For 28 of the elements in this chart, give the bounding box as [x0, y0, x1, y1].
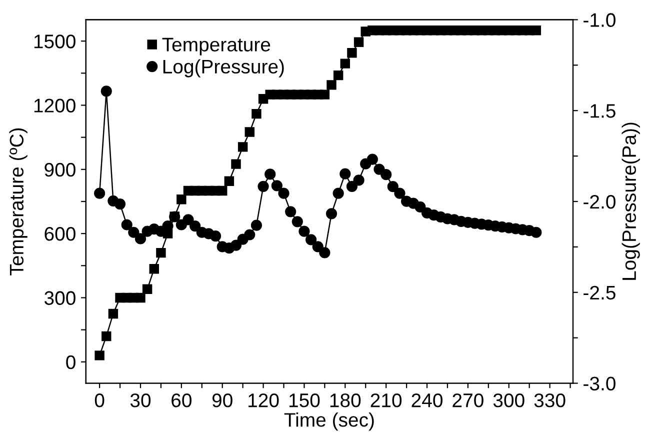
y2-tick-label: -1.5 [584, 104, 616, 118]
y-axis-title: Temperature (ºC) [9, 128, 28, 276]
x-tick-label: 270 [452, 393, 484, 408]
y2-tick-label: -2.5 [584, 286, 616, 300]
x-axis-title: Time (sec) [284, 412, 374, 431]
x-tick-label: 120 [248, 393, 279, 408]
y2-tick-label: -2.0 [584, 194, 616, 209]
x-tick-label: 90 [212, 393, 232, 408]
y-tick-label: 1200 [34, 98, 76, 112]
y-tick-label: 0 [66, 355, 76, 370]
x-tick-label: 60 [172, 393, 192, 408]
y-tick-label: 300 [44, 291, 76, 305]
y-tick-label: 1500 [34, 34, 76, 48]
x-tick-label: 330 [534, 393, 566, 408]
x-tick-label: 300 [493, 393, 524, 408]
y-tick-label: 900 [44, 162, 76, 177]
legend-label: Log(Pressure) [163, 59, 284, 78]
x-tick-label: 150 [289, 393, 320, 408]
x-tick-label: 180 [330, 393, 361, 408]
y-tick-label: 600 [44, 227, 76, 241]
legend-label: Temperature [162, 38, 270, 56]
y2-tick-label: -3.0 [584, 376, 616, 390]
x-tick-label: 210 [370, 393, 402, 408]
x-tick-label: 0 [94, 393, 104, 408]
y2-tick-label: -1.0 [584, 13, 616, 27]
x-tick-label: 30 [130, 393, 151, 408]
y2-axis-title: Log(Pressure(Pa)) [622, 122, 640, 280]
x-tick-label: 240 [412, 393, 442, 408]
